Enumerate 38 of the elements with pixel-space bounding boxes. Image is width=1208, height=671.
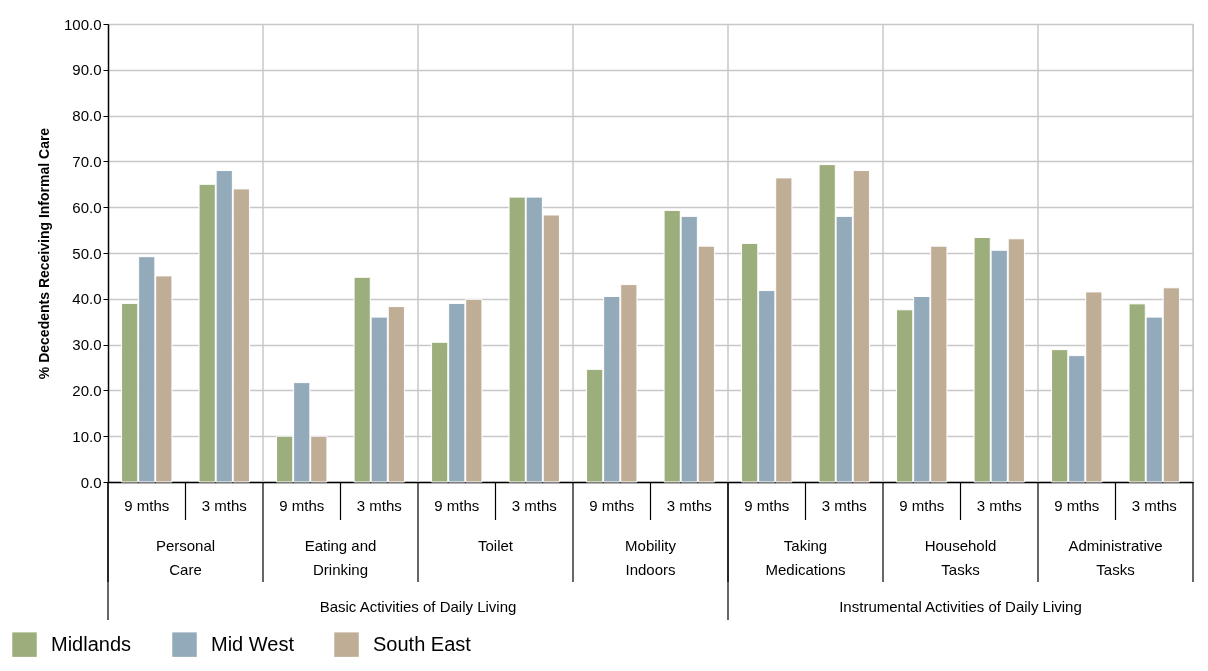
y-tick-label: 30.0 (72, 336, 102, 354)
x-tick-label: 9 mths (589, 496, 635, 514)
x-tick-label: 3 mths (976, 496, 1022, 514)
x-tick-label: 3 mths (1131, 496, 1177, 514)
x-tick-label: 9 mths (434, 496, 480, 514)
y-tick-label: 40.0 (72, 290, 102, 308)
x-tick-label: 9 mths (279, 496, 325, 514)
x-tick-label: 9 mths (899, 496, 945, 514)
y-tick-label: 100.0 (63, 15, 102, 33)
text: Taking Medications (765, 537, 846, 578)
x-tick-label: 3 mths (821, 496, 867, 514)
legend-label: Mid West (211, 632, 295, 655)
legend-label: South East (373, 632, 472, 655)
x-tick-label: 9 mths (124, 496, 170, 514)
text: Administrative Tasks (1068, 537, 1163, 578)
text: Eating and Drinking (304, 537, 377, 578)
x-tick-label: 3 mths (201, 496, 247, 514)
y-tick-label: 0.0 (80, 473, 102, 491)
x-tick-label: 3 mths (356, 496, 402, 514)
y-tick-label: 50.0 (72, 244, 102, 262)
x-tick-label: 3 mths (511, 496, 557, 514)
y-tick-label: 60.0 (72, 198, 102, 216)
y-tick-label: 90.0 (72, 61, 102, 79)
text: Toilet (477, 537, 514, 554)
x-tick-label: 3 mths (666, 496, 712, 514)
text: Instrumental Activities of Daily Living (839, 598, 1082, 615)
y-axis-title: % Decedents Receiving Informal Care (35, 127, 52, 380)
text: Mobility Indoors (625, 537, 677, 578)
y-tick-label: 10.0 (72, 427, 102, 445)
text: Personal Care (155, 537, 216, 578)
legend-label: Midlands (51, 632, 132, 655)
text: Basic Activities of Daily Living (319, 598, 517, 615)
text: Household Tasks (924, 537, 997, 578)
y-tick-label: 80.0 (72, 107, 102, 125)
y-tick-label: 70.0 (72, 152, 102, 170)
x-tick-label: 9 mths (1054, 496, 1100, 514)
x-tick-label: 9 mths (744, 496, 790, 514)
y-tick-label: 20.0 (72, 381, 102, 399)
